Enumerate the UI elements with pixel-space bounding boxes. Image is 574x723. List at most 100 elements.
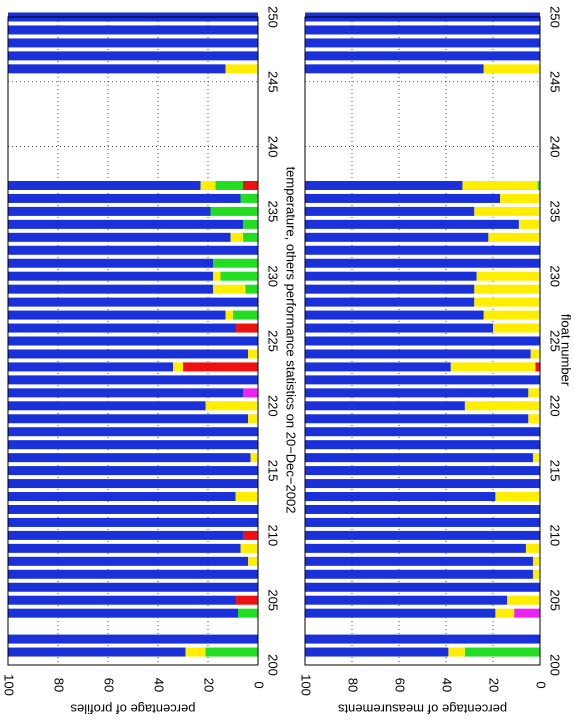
bar-segment [474, 206, 540, 216]
bar-segment [305, 323, 493, 333]
x-tick-label: 220 [266, 395, 281, 417]
bar-segment [532, 569, 540, 579]
bar-segment [305, 543, 526, 553]
bar-segment [507, 595, 540, 605]
bar-segment [305, 297, 475, 307]
bar-segment [305, 504, 540, 514]
y-axis-label: percentage of profiles [70, 702, 196, 717]
bar-segment [448, 647, 465, 657]
bar-segment [8, 284, 213, 294]
bar-segment [8, 336, 258, 346]
bar-segment [183, 362, 258, 372]
bar-segment [8, 271, 213, 281]
bar-segment [243, 180, 258, 190]
bar-segment [245, 284, 258, 294]
bar-segment [8, 25, 258, 35]
bar-segment [530, 349, 540, 359]
bar-segment [8, 232, 231, 242]
bar-segment [305, 38, 540, 48]
bar-segment [213, 284, 246, 294]
bar-segment [250, 453, 258, 463]
bar-segment [8, 219, 243, 229]
x-tick-label: 210 [266, 525, 281, 547]
x-tick-label: 230 [548, 265, 563, 287]
bar-segment [230, 232, 243, 242]
bar-segment [8, 38, 258, 48]
bar-segment [8, 388, 243, 398]
bar-segment [305, 479, 540, 489]
bar-segment [305, 440, 540, 450]
bar-segment [537, 180, 540, 190]
bar-segment [532, 556, 540, 566]
bar-segment [8, 245, 258, 255]
bar-segment [8, 51, 258, 61]
bar-segment [8, 310, 226, 320]
bar-segment [305, 466, 540, 476]
bar-segment [240, 193, 258, 203]
bar-segment [474, 284, 540, 294]
bar-segment [205, 647, 258, 657]
bar-segment [243, 219, 258, 229]
bar-segment [305, 362, 451, 372]
bar-segment [213, 258, 258, 268]
bar-segment [305, 232, 489, 242]
bar-segment [305, 427, 540, 437]
y-axis-label: percentage of measurements [337, 702, 507, 717]
bar-segment [305, 51, 540, 61]
bar-segment [240, 543, 258, 553]
bar-segment [535, 362, 540, 372]
bar-segment [305, 25, 540, 35]
bar-segment [225, 64, 258, 74]
bar-segment [8, 258, 213, 268]
plot-frame [304, 16, 541, 666]
bar-segment [305, 556, 533, 566]
x-tick-label: 235 [548, 201, 563, 223]
bar-segment [305, 647, 449, 657]
bar-segment [235, 492, 258, 502]
y-tick-label: 80 [346, 678, 361, 692]
bar-segment [220, 271, 258, 281]
bar-segment [305, 388, 529, 398]
bar-segment [525, 543, 540, 553]
x-tick-label: 240 [266, 136, 281, 158]
x-tick-label: 210 [548, 525, 563, 547]
y-tick-label: 60 [102, 678, 117, 692]
bar-segment [528, 388, 540, 398]
bar-segment [305, 517, 540, 527]
bar-segment [500, 193, 540, 203]
bar-segment [305, 284, 475, 294]
y-tick-label: 0 [534, 681, 549, 688]
bar-segment [235, 323, 258, 333]
x-tick-label: 250 [548, 6, 563, 28]
bar-segment [243, 530, 258, 540]
x-tick-label: 215 [266, 460, 281, 482]
bar-segment [8, 362, 173, 372]
bar-segment [248, 556, 258, 566]
x-tick-label: 230 [266, 265, 281, 287]
bar-segment [248, 414, 258, 424]
x-tick-label: 220 [548, 395, 563, 417]
bar-segment [518, 219, 540, 229]
plot-frame [7, 16, 259, 666]
bar-segment [8, 492, 236, 502]
bar-segment [243, 232, 258, 242]
x-tick-label: 200 [266, 654, 281, 676]
x-tick-label: 245 [266, 71, 281, 93]
bar-segment [488, 232, 540, 242]
bar-segment [305, 180, 463, 190]
x-tick-label: 205 [548, 589, 563, 611]
bar-segment [305, 64, 484, 74]
y-tick-label: 80 [52, 678, 67, 692]
bar-segment [8, 479, 258, 489]
bar-segment [8, 530, 243, 540]
x-tick-label: 240 [548, 136, 563, 158]
bar-segment [8, 517, 258, 527]
bar-segment [8, 582, 258, 592]
bar-segment [305, 634, 540, 644]
y-tick-label: 0 [252, 681, 267, 688]
bar-segment [235, 595, 258, 605]
bar-segment [8, 64, 226, 74]
bar-segment [8, 323, 236, 333]
bar-segment [8, 206, 211, 216]
bar-segment [495, 608, 515, 618]
